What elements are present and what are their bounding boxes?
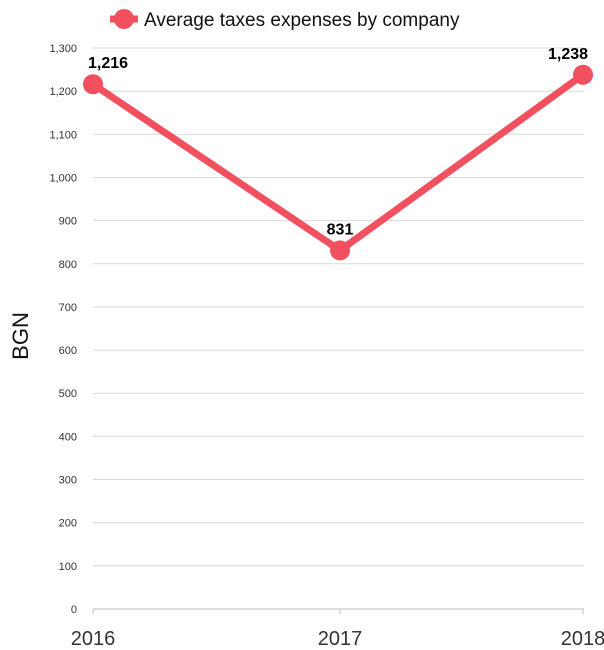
y-tick-label: 600 [59, 345, 77, 357]
y-tick-label: 700 [59, 302, 77, 314]
data-label: 1,216 [88, 55, 128, 72]
x-tick-label: 2016 [71, 628, 116, 650]
y-tick-label: 100 [59, 561, 77, 573]
y-tick-label: 400 [59, 431, 77, 443]
data-point [83, 74, 103, 95]
x-tick-label: 2017 [318, 628, 363, 650]
legend: Average taxes expenses by company [110, 9, 460, 31]
data-label: 1,238 [548, 46, 588, 63]
data-point [573, 64, 593, 85]
x-axis-ticks: 2016 2017 2018 [71, 609, 604, 650]
y-tick-label: 900 [59, 216, 77, 228]
legend-dot-marker [114, 9, 134, 29]
data-point [330, 240, 350, 261]
x-tick-label: 2018 [561, 628, 604, 650]
y-tick-label: 200 [59, 518, 77, 530]
data-label: 831 [327, 221, 354, 238]
y-tick-label: 300 [59, 475, 77, 487]
gridlines [93, 47, 584, 610]
y-axis-ticks: 0 100 200 300 400 500 600 700 800 900 1,000 1,100 1,… [49, 43, 77, 616]
legend-label: Average taxes expenses by company [144, 10, 460, 31]
y-tick-label: 500 [59, 388, 77, 400]
y-tick-label: 1,100 [49, 129, 77, 141]
series-layer: 1,216 831 1,238 [83, 46, 593, 261]
y-tick-label: 1,000 [49, 172, 77, 184]
y-tick-label: 1,200 [49, 86, 77, 98]
y-tick-label: 0 [71, 604, 77, 616]
y-tick-label: 800 [59, 259, 77, 271]
y-tick-label: 1,300 [49, 43, 77, 55]
y-axis-title: BGN [8, 312, 33, 360]
